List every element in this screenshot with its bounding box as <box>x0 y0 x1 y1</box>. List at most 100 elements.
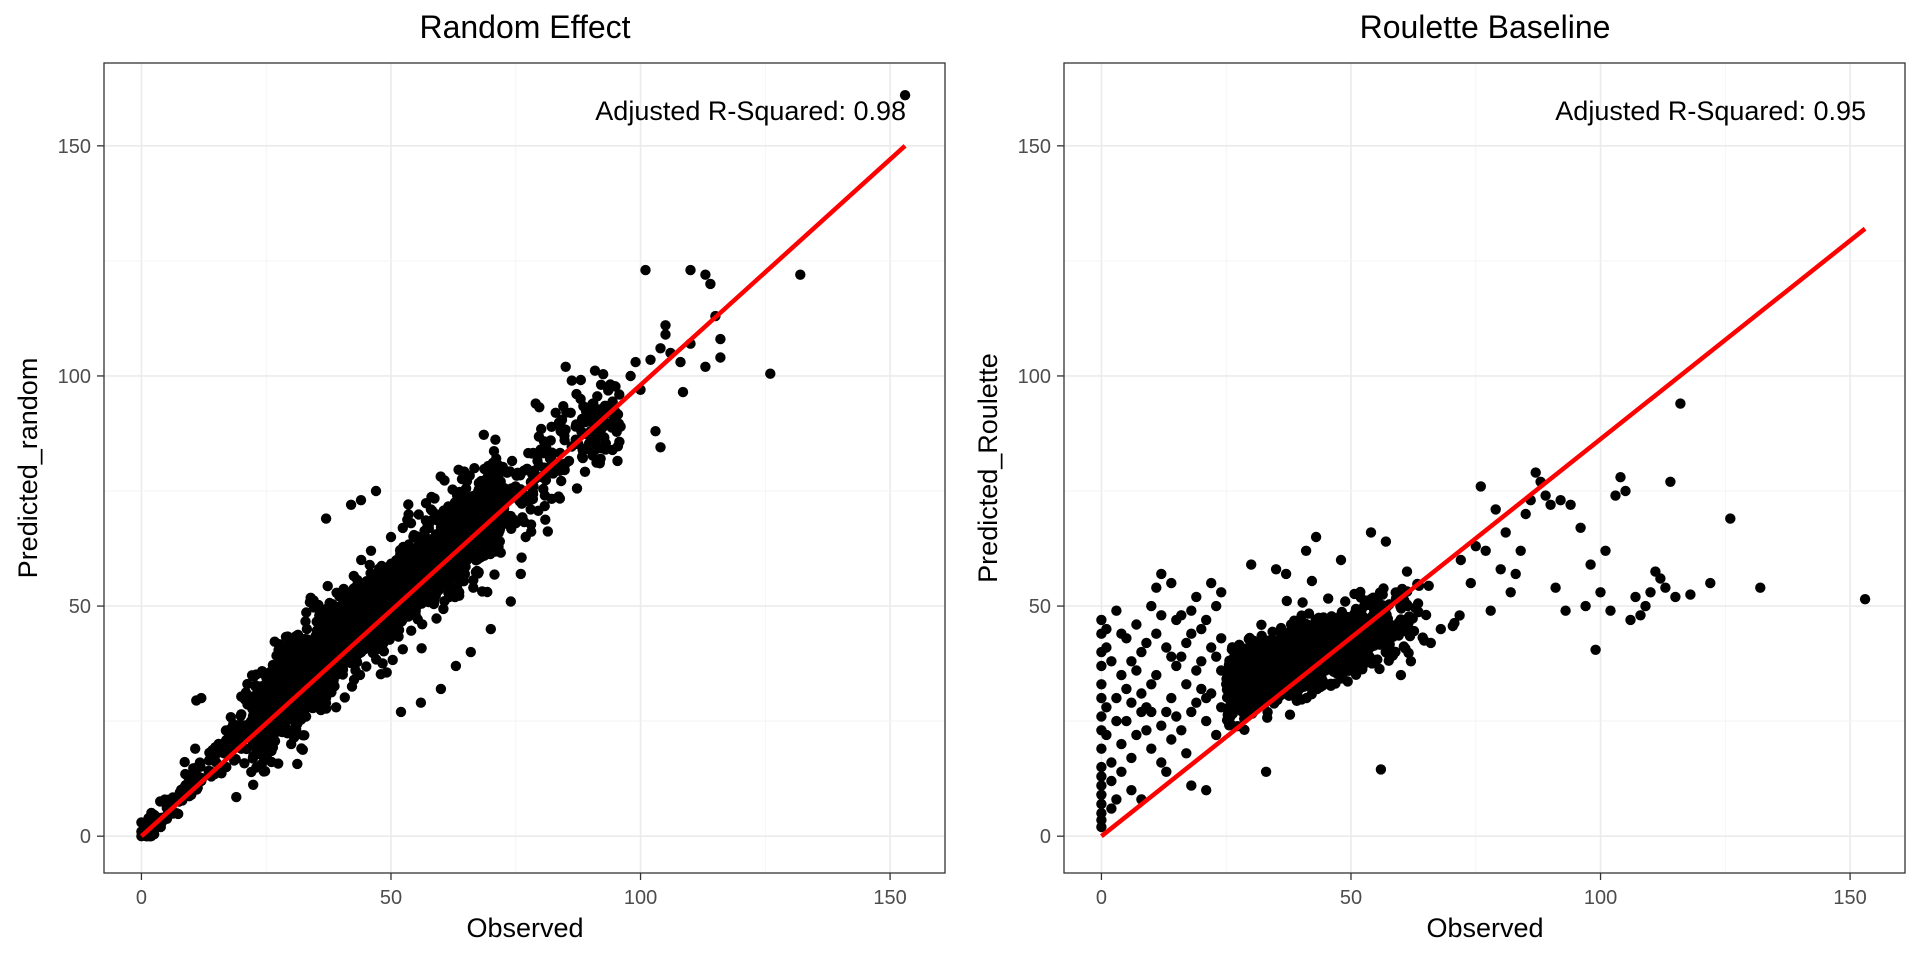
scatter-point <box>700 361 711 372</box>
scatter-point <box>1299 631 1311 643</box>
scatter-point <box>483 472 494 484</box>
scatter-point <box>1339 647 1351 658</box>
scatter-point <box>286 738 297 750</box>
scatter-point <box>330 608 342 619</box>
scatter-point <box>1630 591 1641 603</box>
x-tick-label: 100 <box>1584 887 1617 909</box>
scatter-point <box>400 569 412 580</box>
x-axis-title: Observed <box>1426 913 1543 943</box>
scatter-point <box>660 329 671 340</box>
scatter-point <box>520 531 531 543</box>
scatter-point <box>571 483 583 494</box>
scatter-point <box>1259 679 1271 690</box>
scatter-point <box>570 421 581 432</box>
scatter-point <box>230 753 241 765</box>
scatter-point <box>239 758 250 769</box>
scatter-point <box>1685 589 1696 600</box>
y-tick-label: 100 <box>58 366 91 388</box>
scatter-point <box>311 616 322 627</box>
scatter-point <box>539 500 550 512</box>
scatter-point <box>1374 587 1386 598</box>
scatter-point <box>439 596 450 607</box>
y-tick-label: 50 <box>1029 596 1051 618</box>
scatter-point <box>1650 566 1661 577</box>
scatter-point <box>1397 583 1408 595</box>
scatter-point <box>1510 568 1521 580</box>
y-axis-title: Predicted_random <box>13 358 43 579</box>
scatter-point <box>367 597 378 608</box>
scatter-point <box>451 582 463 593</box>
scatter-point <box>361 661 372 672</box>
scatter-point <box>610 416 621 428</box>
scatter-point <box>469 463 480 474</box>
panel-title: Roulette Baseline <box>1360 9 1611 45</box>
scatter-point <box>1146 743 1157 754</box>
scatter-point <box>1096 679 1107 690</box>
scatter-point <box>575 393 586 405</box>
panel-roulette-baseline: Roulette Baseline Adjusted R-Squared: 0.… <box>973 9 1906 943</box>
scatter-point <box>1096 711 1107 722</box>
scatter-point <box>351 650 362 662</box>
scatter-point <box>424 585 436 596</box>
scatter-point <box>470 566 482 578</box>
scatter-point <box>258 686 269 698</box>
scatter-point <box>705 278 716 290</box>
scatter-point <box>535 444 546 455</box>
scatter-point <box>1859 594 1871 605</box>
scatter-point <box>411 570 422 581</box>
scatter-point <box>1186 628 1197 639</box>
scatter-point <box>1385 630 1397 642</box>
scatter-point <box>1126 785 1137 796</box>
scatter-point <box>400 543 411 554</box>
scatter-point <box>1201 715 1212 727</box>
scatter-point <box>163 794 175 805</box>
scatter-point <box>1258 667 1269 678</box>
scatter-point <box>1166 692 1177 704</box>
scatter-point <box>650 426 661 437</box>
scatter-point <box>655 442 666 453</box>
scatter-point <box>1342 622 1353 633</box>
scatter-point <box>1417 632 1428 643</box>
scatter-point <box>1223 659 1235 670</box>
scatter-point <box>1121 715 1132 727</box>
scatter-point <box>1233 649 1245 661</box>
scatter-point <box>190 743 201 754</box>
scatter-point <box>1298 681 1309 692</box>
scatter-point <box>434 577 445 589</box>
scatter-point <box>1171 614 1182 626</box>
scatter-point <box>1096 761 1107 773</box>
scatter-point <box>463 496 474 508</box>
scatter-point <box>655 343 666 354</box>
scatter-point <box>1161 706 1172 718</box>
y-tick-label: 100 <box>1018 366 1051 388</box>
scatter-point <box>1156 757 1167 768</box>
scatter-point <box>1254 657 1265 669</box>
scatter-point <box>1151 669 1162 681</box>
scatter-point <box>1146 706 1157 718</box>
scatter-point <box>179 756 190 768</box>
scatter-point <box>1435 623 1447 635</box>
scatter-point <box>1605 605 1616 616</box>
scatter-point <box>1447 620 1459 632</box>
scatter-point <box>1454 610 1465 621</box>
scatter-point <box>1315 647 1326 658</box>
scatter-point <box>1375 639 1386 650</box>
scatter-point <box>1326 623 1337 634</box>
scatter-point <box>1270 564 1282 575</box>
scatter-point <box>423 554 434 565</box>
x-tick-label: 100 <box>624 887 657 909</box>
scatter-point <box>1096 808 1107 819</box>
y-tick-label: 50 <box>69 596 91 618</box>
scatter-point <box>403 499 414 510</box>
scatter-point <box>1166 734 1177 745</box>
scatter-point <box>1308 673 1320 684</box>
scatter-point <box>1324 664 1335 675</box>
scatter-point <box>395 706 407 718</box>
scatter-point <box>1181 748 1192 759</box>
scatter-point <box>354 669 366 681</box>
scatter-point <box>1545 499 1556 510</box>
scatter-point <box>292 758 303 770</box>
scatter-point <box>490 434 501 445</box>
scatter-point <box>1166 577 1177 589</box>
annotation-r-squared: Adjusted R-Squared: 0.95 <box>1555 96 1866 126</box>
